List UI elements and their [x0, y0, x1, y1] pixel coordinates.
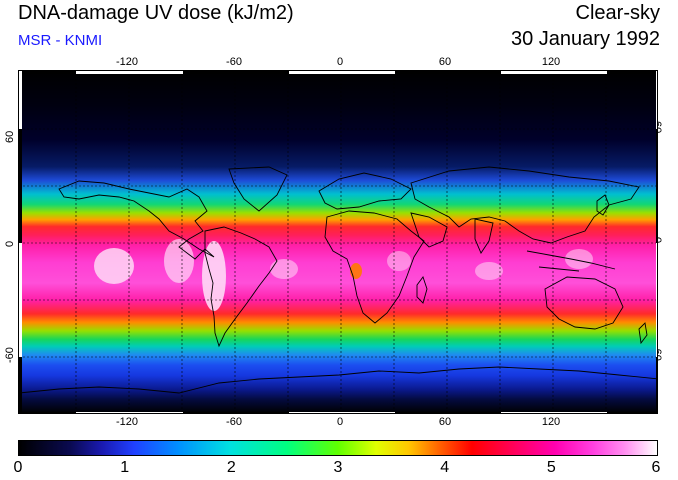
hot-spot: [350, 263, 362, 279]
map-date: 30 January 1992: [510, 28, 660, 50]
lon-tick-bottom: 120: [541, 416, 561, 428]
high-dose-areas: [94, 239, 593, 311]
colorbar-label: 5: [546, 459, 556, 476]
map-title: DNA-damage UV dose (kJ/m2): [18, 2, 294, 24]
colorbar-label: 1: [120, 459, 130, 476]
lat-tick-left: 0: [4, 240, 16, 247]
colorbar-label: 0: [13, 459, 23, 476]
lat-tick-left: -60: [4, 347, 16, 363]
color-scale-bar: [18, 440, 658, 456]
map-overlay: [19, 71, 657, 413]
lon-tick-top: 120: [541, 56, 561, 68]
sky-condition: Clear-sky: [575, 2, 660, 24]
lon-tick-top: -120: [115, 56, 139, 68]
lon-tick-top: 0: [336, 56, 344, 68]
lon-tick-top: 60: [438, 56, 452, 68]
colorbar-label: 6: [651, 459, 661, 476]
colorbar-label: 3: [333, 459, 343, 476]
lat-tick-left: 60: [4, 130, 16, 143]
colorbar-label: 2: [226, 459, 236, 476]
lon-tick-bottom: 60: [438, 416, 452, 428]
coastlines: [19, 166, 657, 394]
lon-tick-bottom: -120: [115, 416, 139, 428]
frame-ticks: [19, 71, 657, 413]
graticule: [19, 71, 657, 413]
source-label: MSR - KNMI: [18, 32, 103, 49]
lon-tick-top: -60: [226, 56, 242, 68]
uv-dose-map: [18, 70, 658, 414]
colorbar-label: 4: [440, 459, 450, 476]
lon-tick-bottom: -60: [226, 416, 242, 428]
lon-tick-bottom: 0: [336, 416, 344, 428]
